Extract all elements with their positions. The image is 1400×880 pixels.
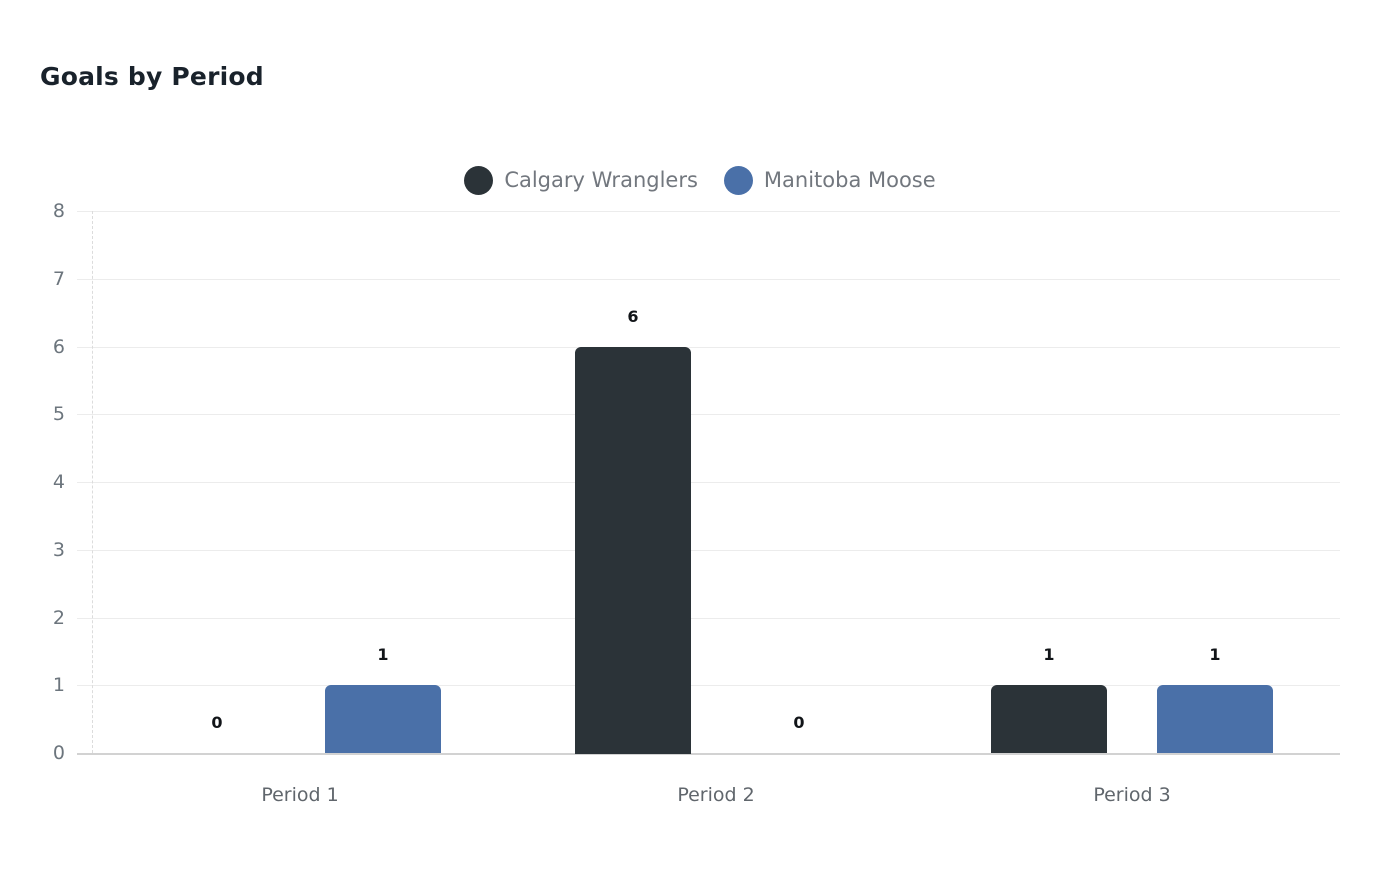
legend-item-manitoba-moose[interactable]: Manitoba Moose bbox=[723, 165, 936, 195]
legend-item-calgary-wranglers[interactable]: Calgary Wranglers bbox=[464, 165, 698, 195]
y-tick-label: 3 bbox=[52, 539, 65, 561]
legend-circle-swatch-icon bbox=[464, 165, 494, 195]
bar-value-label: 0 bbox=[793, 713, 805, 732]
gridline bbox=[77, 482, 1340, 483]
legend-label: Manitoba Moose bbox=[763, 168, 936, 192]
bar-value-label: 1 bbox=[377, 645, 389, 664]
y-tick-label: 7 bbox=[52, 268, 65, 290]
legend-label: Calgary Wranglers bbox=[504, 168, 698, 192]
x-axis-label-period-1: Period 1 bbox=[261, 784, 339, 806]
y-tick-label: 5 bbox=[52, 403, 65, 425]
y-tick-label: 6 bbox=[52, 336, 65, 358]
bar-value-label: 1 bbox=[1043, 645, 1055, 664]
bar-calgary-wranglers-period-2[interactable] bbox=[575, 347, 691, 754]
gridline bbox=[77, 550, 1340, 551]
y-tick-label: 8 bbox=[52, 200, 65, 222]
gridline bbox=[77, 618, 1340, 619]
y-tick-label: 1 bbox=[52, 674, 65, 696]
legend-circle-swatch-icon bbox=[723, 165, 753, 195]
y-tick-label: 2 bbox=[52, 607, 65, 629]
gridline bbox=[77, 753, 1340, 755]
gridline bbox=[77, 211, 1340, 212]
x-axis-label-period-2: Period 2 bbox=[677, 784, 755, 806]
y-tick-label: 0 bbox=[52, 742, 65, 764]
bar-calgary-wranglers-period-3[interactable] bbox=[991, 685, 1107, 753]
bar-value-label: 1 bbox=[1209, 645, 1221, 664]
gridline bbox=[77, 347, 1340, 348]
gridline bbox=[77, 414, 1340, 415]
bar-value-label: 0 bbox=[211, 713, 223, 732]
bar-manitoba-moose-period-1[interactable] bbox=[325, 685, 441, 753]
bar-value-label: 6 bbox=[627, 307, 639, 326]
y-axis-line bbox=[92, 211, 93, 753]
chart-legend: Calgary Wranglers Manitoba Moose bbox=[0, 163, 1400, 197]
y-tick-label: 4 bbox=[52, 471, 65, 493]
gridline bbox=[77, 685, 1340, 686]
x-axis-label-period-3: Period 3 bbox=[1093, 784, 1171, 806]
gridline bbox=[77, 279, 1340, 280]
bar-manitoba-moose-period-3[interactable] bbox=[1157, 685, 1273, 753]
chart-title: Goals by Period bbox=[40, 62, 264, 91]
